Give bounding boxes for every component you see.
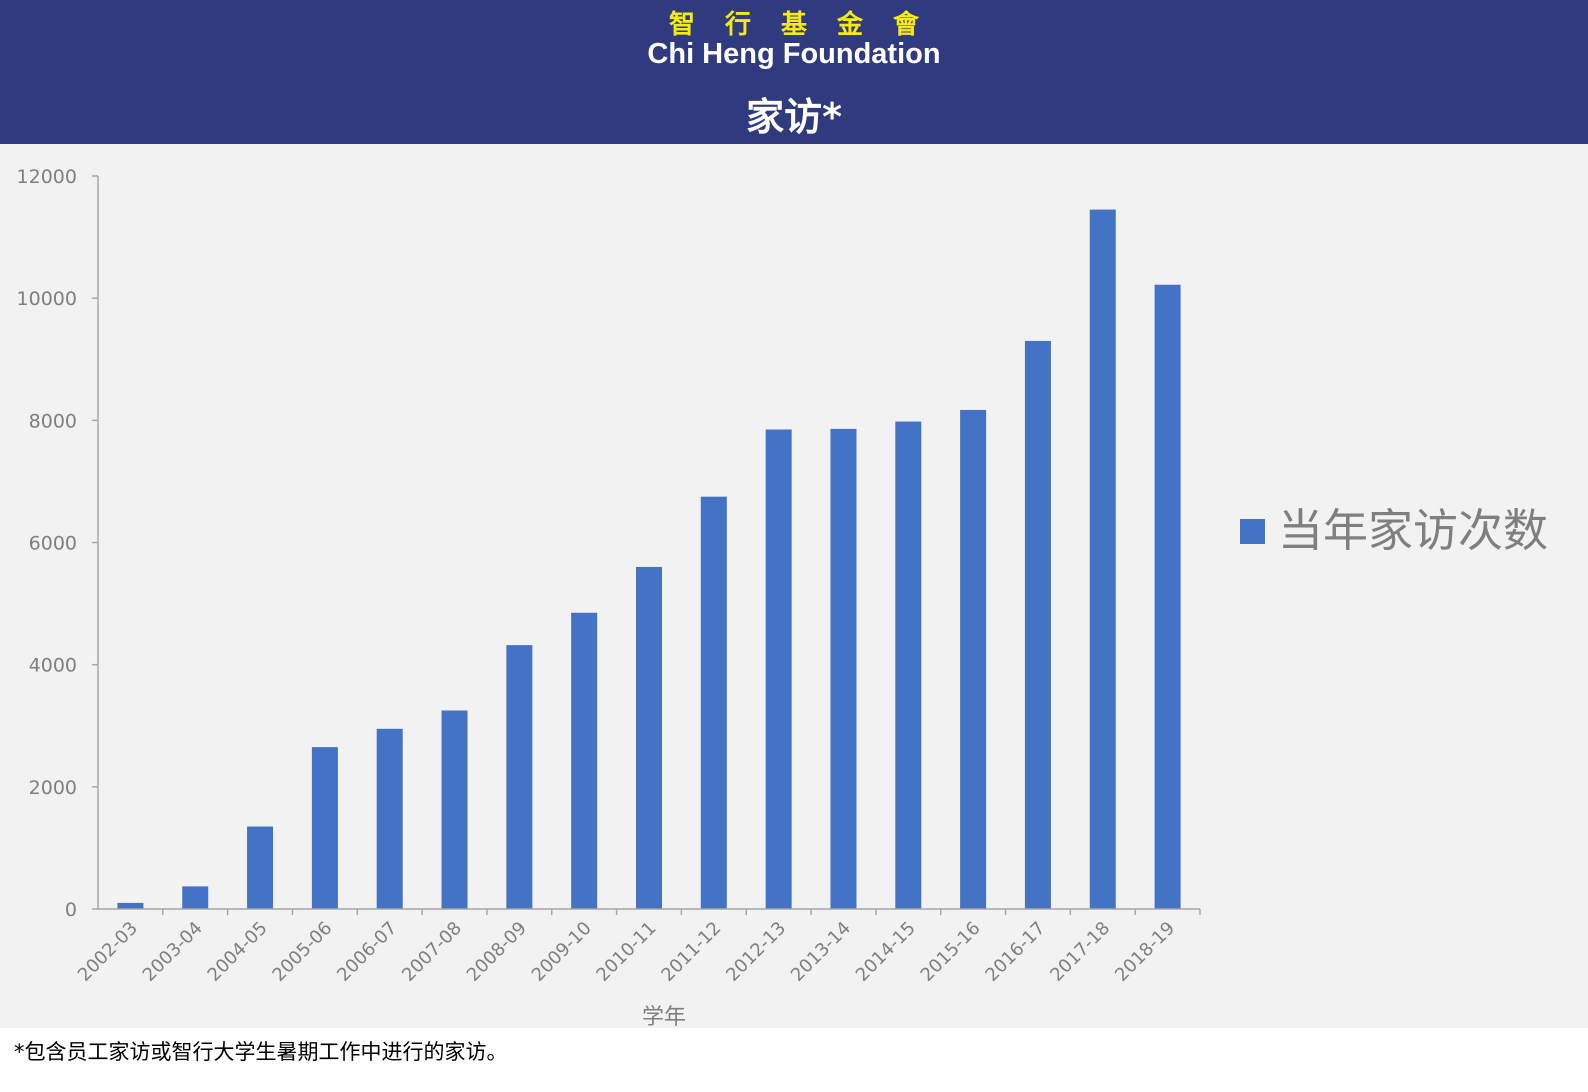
x-tick-label: 2007-08 (398, 918, 466, 986)
x-tick-label: 2009-10 (528, 918, 596, 986)
x-axis-tick-labels: 2002-032003-042004-052005-062006-072007-… (74, 909, 1201, 986)
x-tick-label: 2004-05 (204, 918, 272, 986)
bar-2015-16 (960, 409, 987, 909)
bar-2011-12 (700, 496, 727, 909)
bars (117, 209, 1181, 909)
bar-2013-14 (830, 428, 857, 909)
x-tick-label: 2011-12 (657, 918, 725, 986)
bar-2009-10 (571, 612, 598, 909)
bar-2006-07 (376, 728, 403, 909)
bar-2014-15 (895, 421, 922, 909)
x-tick-label: 2013-14 (787, 918, 855, 986)
x-tick-label: 2002-03 (74, 918, 142, 986)
bar-2007-08 (441, 710, 468, 909)
y-axis-ticks: 0 2000 4000 6000 8000 10000 12000 (17, 166, 98, 921)
bar-2018-19 (1154, 284, 1181, 909)
y-tick-label: 12000 (17, 166, 77, 188)
y-tick-label: 10000 (17, 288, 77, 310)
bar-2012-13 (765, 429, 792, 909)
x-tick-label: 2018-19 (1111, 918, 1179, 986)
y-tick-label: 2000 (29, 777, 77, 799)
bar-2003-04 (182, 886, 209, 909)
chart-area: 0 2000 4000 6000 8000 10000 12000 2002-03 2003-… (0, 144, 1588, 1028)
x-tick-label: 2012-13 (722, 918, 790, 986)
legend: 当年家访次数 (1240, 504, 1548, 557)
x-tick-label: 2003-04 (139, 918, 207, 986)
header-banner: 智行基金會 Chi Heng Foundation 家访* (0, 0, 1588, 144)
x-tick-label: 2015-16 (917, 918, 985, 986)
y-tick-label: 4000 (29, 655, 77, 677)
bar-2005-06 (311, 747, 338, 909)
org-name-english: Chi Heng Foundation (647, 38, 941, 70)
y-tick-label: 8000 (29, 410, 77, 432)
bar-2004-05 (247, 826, 274, 909)
y-tick-label: 6000 (29, 533, 77, 555)
bar-chart: 0 2000 4000 6000 8000 10000 12000 2002-032003-… (17, 166, 1548, 1028)
x-tick-label: 2005-06 (268, 918, 336, 986)
org-name-chinese: 智行基金會 (668, 10, 949, 40)
x-axis-title: 学年 (642, 1005, 686, 1028)
bar-2016-17 (1024, 340, 1051, 909)
x-tick-label: 2014-15 (852, 918, 920, 986)
bar-2008-09 (506, 645, 533, 909)
bar-2017-18 (1089, 209, 1116, 909)
page-title: 家访* (746, 95, 842, 139)
legend-label: 当年家访次数 (1278, 504, 1548, 557)
legend-swatch (1240, 519, 1265, 544)
x-tick-label: 2008-09 (463, 918, 531, 986)
x-tick-label: 2016-17 (981, 918, 1049, 986)
y-tick-label: 0 (65, 899, 77, 921)
x-tick-label: 2006-07 (333, 918, 401, 986)
x-tick-label: 2017-18 (1046, 918, 1114, 986)
x-tick-label: 2010-11 (592, 918, 660, 986)
footnote: *包含员工家访或智行大学生暑期工作中进行的家访。 (14, 1040, 508, 1064)
bar-2002-03 (117, 902, 144, 909)
bar-2010-11 (636, 566, 662, 909)
